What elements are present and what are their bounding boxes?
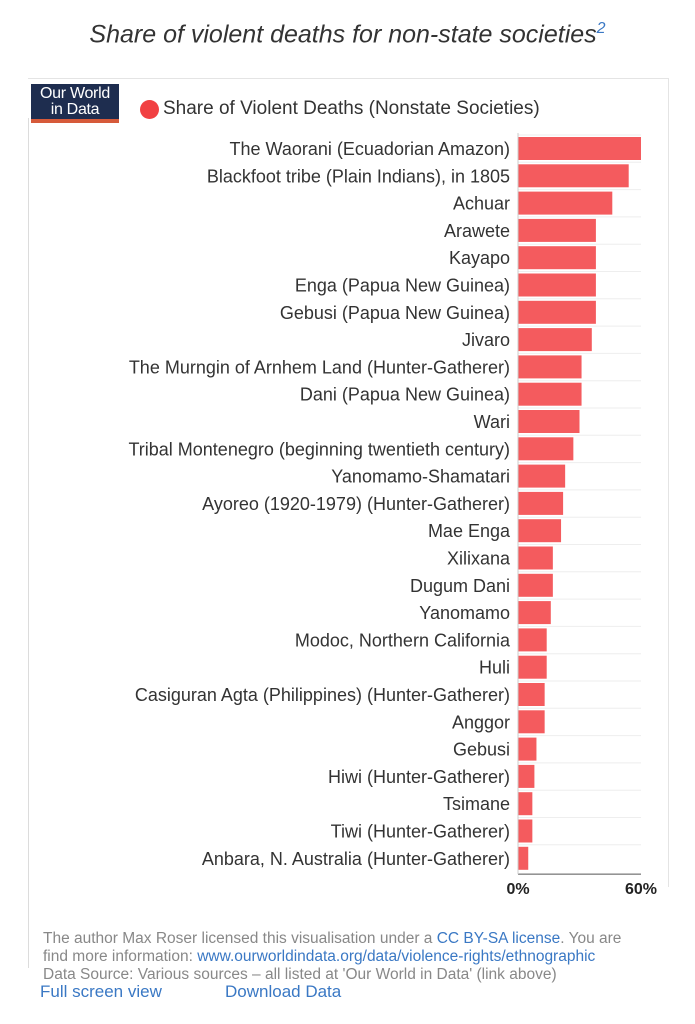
bar-chart: The Waorani (Ecuadorian Amazon) Blackfoot… [128,133,657,898]
category-label: Gebusi (Papua New Guinea) [280,303,510,323]
bar[interactable] [518,792,533,816]
x-tick-label: 60% [625,881,657,898]
bar[interactable] [518,491,564,515]
bar[interactable] [518,601,551,625]
category-label: Ayoreo (1920-1979) (Hunter-Gatherer) [202,494,510,514]
license-link[interactable]: CC BY-SA license [436,930,561,947]
license-text: The author Max Roser licensed this visua… [43,930,437,947]
data-source-text: Data Source: Various sources – all liste… [43,966,557,983]
logo-line-1: Our World [40,85,110,102]
bar[interactable] [518,410,580,433]
bar[interactable] [518,628,547,652]
category-label: Tsimane [443,794,510,814]
category-labels: The Waorani (Ecuadorian Amazon) Blackfoot… [128,139,511,869]
category-label: Anggor [452,712,510,732]
legend-label: Share of Violent Deaths (Nonstate Societ… [163,98,540,119]
more-info-text: find more information: [43,948,198,965]
x-axis: 0% 60% [506,133,657,898]
bar[interactable] [518,273,596,297]
more-info-line: find more information: www.ourworldindat… [43,948,669,966]
license-text-after: . You are [560,930,622,947]
category-label: Dugum Dani [410,576,510,596]
category-label: Hiwi (Hunter-Gatherer) [328,767,510,787]
category-label: Xilixana [447,549,511,569]
category-label: Anbara, N. Australia (Hunter-Gatherer) [202,849,510,869]
category-label: Tiwi (Hunter-Gatherer) [331,822,510,842]
gridlines [518,134,641,846]
chart-legend[interactable]: Share of Violent Deaths (Nonstate Societ… [140,96,540,122]
category-label: Yanomamo [419,603,510,623]
chart-frame-left-border [28,118,29,968]
category-label: The Murngin of Arnhem Land (Hunter-Gathe… [129,357,510,377]
bar[interactable] [518,246,596,270]
bar[interactable] [518,764,535,788]
category-label: Arawete [444,221,510,241]
category-label: The Waorani (Ecuadorian Amazon) [230,139,510,159]
bar[interactable] [518,464,566,488]
bar[interactable] [518,328,592,352]
license-line: The author Max Roser licensed this visua… [43,930,669,948]
page-title: Share of violent deaths for non-state so… [0,20,695,49]
category-label: Wari [474,412,510,432]
footnote-reference[interactable]: 2 [596,20,606,37]
category-label: Blackfoot tribe (Plain Indians), in 1805 [207,166,510,186]
category-label: Casiguran Agta (Philippines) (Hunter-Gat… [135,685,510,705]
bar[interactable] [518,846,529,870]
category-label: Kayapo [449,248,510,268]
bar[interactable] [518,519,562,543]
category-label: Enga (Papua New Guinea) [295,276,510,296]
category-label: Huli [479,658,510,678]
category-label: Jivaro [462,330,510,350]
chart-frame [28,78,669,887]
category-label: Dani (Papua New Guinea) [300,385,510,405]
category-label: Tribal Montenegro (beginning twentieth c… [128,439,510,459]
category-label: Achuar [453,194,510,214]
bar[interactable] [518,573,553,597]
category-label: Mae Enga [428,521,511,541]
our-world-in-data-logo[interactable]: Our World in Data [31,84,119,123]
bar[interactable] [518,355,582,379]
bar[interactable] [518,710,545,734]
bar[interactable] [518,382,582,406]
bar[interactable] [518,737,537,761]
full-screen-link[interactable]: Full screen view [40,982,162,1001]
category-label: Gebusi [453,740,510,760]
bar[interactable] [518,164,629,188]
download-data-link[interactable]: Download Data [225,982,342,1001]
bar[interactable] [518,819,533,843]
bar[interactable] [518,191,613,215]
bar[interactable] [518,437,574,461]
legend-dot-icon [140,99,159,119]
footer: The author Max Roser licensed this visua… [43,930,669,984]
bar[interactable] [518,546,553,570]
title-text: Share of violent deaths for non-state so… [89,20,597,49]
bar[interactable] [518,300,596,324]
category-label: Modoc, Northern California [295,630,511,650]
bars [518,137,641,870]
category-label: Yanomamo-Shamatari [331,467,510,487]
bar[interactable] [518,683,545,706]
x-tick-label: 0% [506,881,529,898]
bar[interactable] [518,137,641,160]
bar[interactable] [518,218,596,242]
bar[interactable] [518,655,547,679]
logo-line-2: in Data [50,101,100,118]
more-info-link[interactable]: www.ourworldindata.org/data/violence-rig… [197,948,596,965]
